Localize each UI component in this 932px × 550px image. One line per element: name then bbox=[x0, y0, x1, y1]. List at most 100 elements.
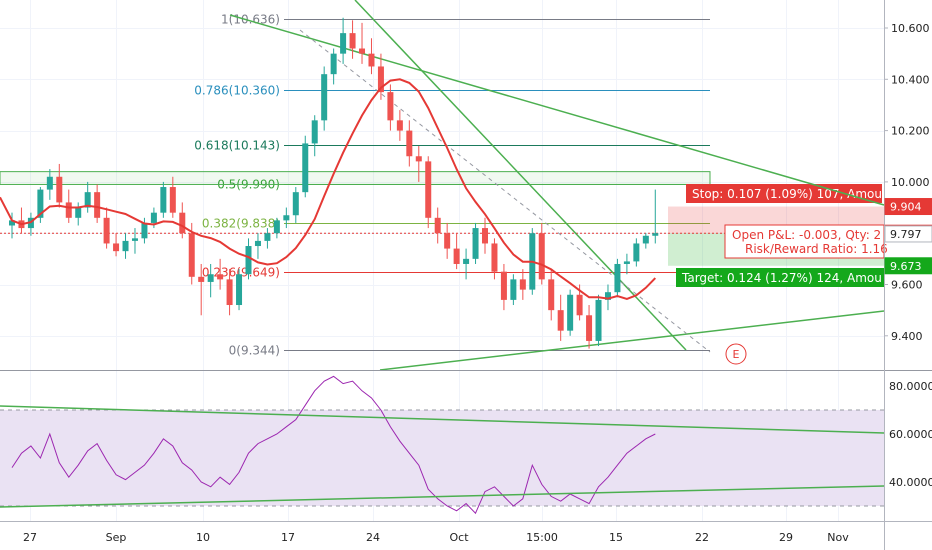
price-badge-label: 9.904 bbox=[890, 201, 922, 214]
candle-body bbox=[652, 233, 659, 236]
candle-body bbox=[406, 130, 413, 157]
price-tick-label: 10.000 bbox=[891, 176, 930, 189]
candle-body bbox=[538, 233, 545, 280]
candle-body bbox=[46, 176, 53, 190]
candle-body bbox=[340, 33, 347, 54]
event-marker-circle bbox=[725, 343, 747, 365]
position-tool[interactable]: Stop: 0.107 (1.09%) 107, Amou Open P&L: -… bbox=[0, 184, 888, 287]
candle-body bbox=[321, 74, 328, 121]
candle-body bbox=[604, 292, 611, 300]
stop-label: Stop: 0.107 (1.09%) 107, Amou bbox=[692, 187, 882, 201]
candle-body bbox=[9, 220, 15, 226]
rsi-trend-line bbox=[0, 405, 885, 434]
candle-body bbox=[614, 263, 621, 293]
candle-body bbox=[415, 156, 422, 162]
candle-body bbox=[302, 143, 309, 193]
candle-body bbox=[642, 235, 649, 244]
date-tick-label: 10 bbox=[196, 531, 210, 544]
candle-body bbox=[283, 215, 290, 221]
candle-body bbox=[56, 176, 63, 203]
candle-body bbox=[623, 261, 630, 264]
target-label: Target: 0.124 (1.27%) 124, Amou bbox=[681, 271, 882, 285]
candle-body bbox=[264, 233, 271, 241]
rsi-trend-line bbox=[0, 485, 885, 508]
candle-body bbox=[188, 233, 195, 277]
event-marker[interactable]: E bbox=[725, 343, 747, 365]
date-tick-label: 27 bbox=[23, 531, 37, 544]
candle-body bbox=[94, 192, 101, 218]
candle-body bbox=[453, 248, 460, 264]
candle-body bbox=[75, 207, 82, 218]
candle-body bbox=[434, 217, 441, 234]
candle-body bbox=[377, 66, 384, 93]
candle-body bbox=[576, 294, 583, 316]
date-tick-label: 29 bbox=[779, 531, 793, 544]
fib-level-label: 0.618(10.143) bbox=[194, 139, 280, 153]
date-tick-label: Nov bbox=[827, 531, 849, 544]
axes[interactable]: 10.60010.40010.20010.0009.8009.6009.4008… bbox=[23, 22, 932, 544]
candle-body bbox=[510, 279, 517, 300]
candle-body bbox=[425, 161, 432, 218]
candle-body bbox=[103, 217, 110, 244]
pnl-label-box bbox=[724, 224, 885, 259]
candle-body bbox=[500, 271, 507, 300]
price-tick-label: 9.400 bbox=[891, 330, 923, 343]
trend-lines[interactable] bbox=[229, 0, 885, 371]
trend-line bbox=[379, 310, 885, 371]
candle-body bbox=[245, 246, 252, 275]
candle-body bbox=[254, 240, 261, 247]
price-tick-label: 10.200 bbox=[891, 125, 930, 138]
rsi-tick-label: 60.0000 bbox=[889, 428, 932, 441]
candle-body bbox=[548, 279, 555, 311]
date-tick-label: 17 bbox=[281, 531, 295, 544]
price-badge bbox=[884, 257, 932, 275]
fib-level-label: 0(9.344) bbox=[229, 344, 280, 358]
candle-body bbox=[131, 238, 138, 241]
candle-body bbox=[311, 120, 318, 144]
trend-line bbox=[229, 14, 885, 206]
candle-body bbox=[567, 294, 574, 331]
candle-body bbox=[349, 33, 356, 49]
stop-label-box bbox=[686, 184, 882, 203]
candle-body bbox=[217, 274, 224, 280]
candle-body bbox=[387, 92, 394, 121]
candle-body bbox=[236, 274, 243, 306]
candle-body bbox=[396, 120, 403, 131]
candle-body bbox=[586, 315, 593, 341]
candle-body bbox=[113, 243, 120, 252]
rsi-tick-label: 80.0000 bbox=[889, 380, 932, 393]
candle-body bbox=[65, 202, 72, 218]
rsi-line bbox=[11, 375, 656, 515]
candle-body bbox=[226, 279, 233, 306]
candle-body bbox=[150, 212, 157, 223]
candle-body bbox=[141, 222, 148, 239]
price-tick-label: 9.600 bbox=[891, 279, 923, 292]
price-badge-label: 9.797 bbox=[890, 228, 922, 241]
candle-body bbox=[207, 274, 214, 282]
candle-body bbox=[160, 187, 167, 213]
event-marker-label: E bbox=[733, 348, 740, 361]
candle-body bbox=[169, 187, 176, 213]
candle-body bbox=[84, 192, 91, 208]
rsi-indicator bbox=[0, 375, 885, 515]
trend-line bbox=[354, 0, 687, 351]
candle-body bbox=[519, 279, 526, 290]
price-tick-label: 10.400 bbox=[891, 73, 930, 86]
candle-body bbox=[633, 243, 640, 262]
date-tick-label: 15:00 bbox=[526, 531, 558, 544]
rsi-band-fill bbox=[0, 410, 884, 506]
candle-body bbox=[444, 233, 451, 249]
candle-body bbox=[37, 189, 44, 218]
trend-line bbox=[299, 29, 711, 353]
date-tick-label: Oct bbox=[449, 531, 469, 544]
rr-label: Risk/Reward Ratio: 1.16 bbox=[745, 242, 888, 256]
candle-body bbox=[330, 53, 337, 75]
candle-body bbox=[292, 192, 299, 216]
date-tick-label: 22 bbox=[695, 531, 709, 544]
candle-body bbox=[491, 243, 498, 272]
price-tick-label: 10.600 bbox=[891, 22, 930, 35]
fib-retracement[interactable]: 1(10.636)0.786(10.360)0.618(10.143)0.5(9… bbox=[0, 13, 711, 358]
candle-body bbox=[122, 240, 129, 252]
price-badge bbox=[884, 225, 932, 243]
